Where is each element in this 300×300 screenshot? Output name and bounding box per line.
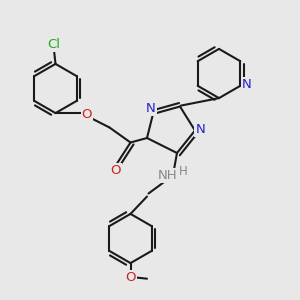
Text: NH: NH xyxy=(158,169,178,182)
Text: N: N xyxy=(242,78,252,91)
Text: O: O xyxy=(110,164,121,178)
Text: O: O xyxy=(125,271,136,284)
Text: O: O xyxy=(82,108,92,121)
Text: N: N xyxy=(196,122,205,136)
Text: H: H xyxy=(179,165,188,178)
Text: Cl: Cl xyxy=(47,38,61,51)
Text: N: N xyxy=(146,102,155,115)
